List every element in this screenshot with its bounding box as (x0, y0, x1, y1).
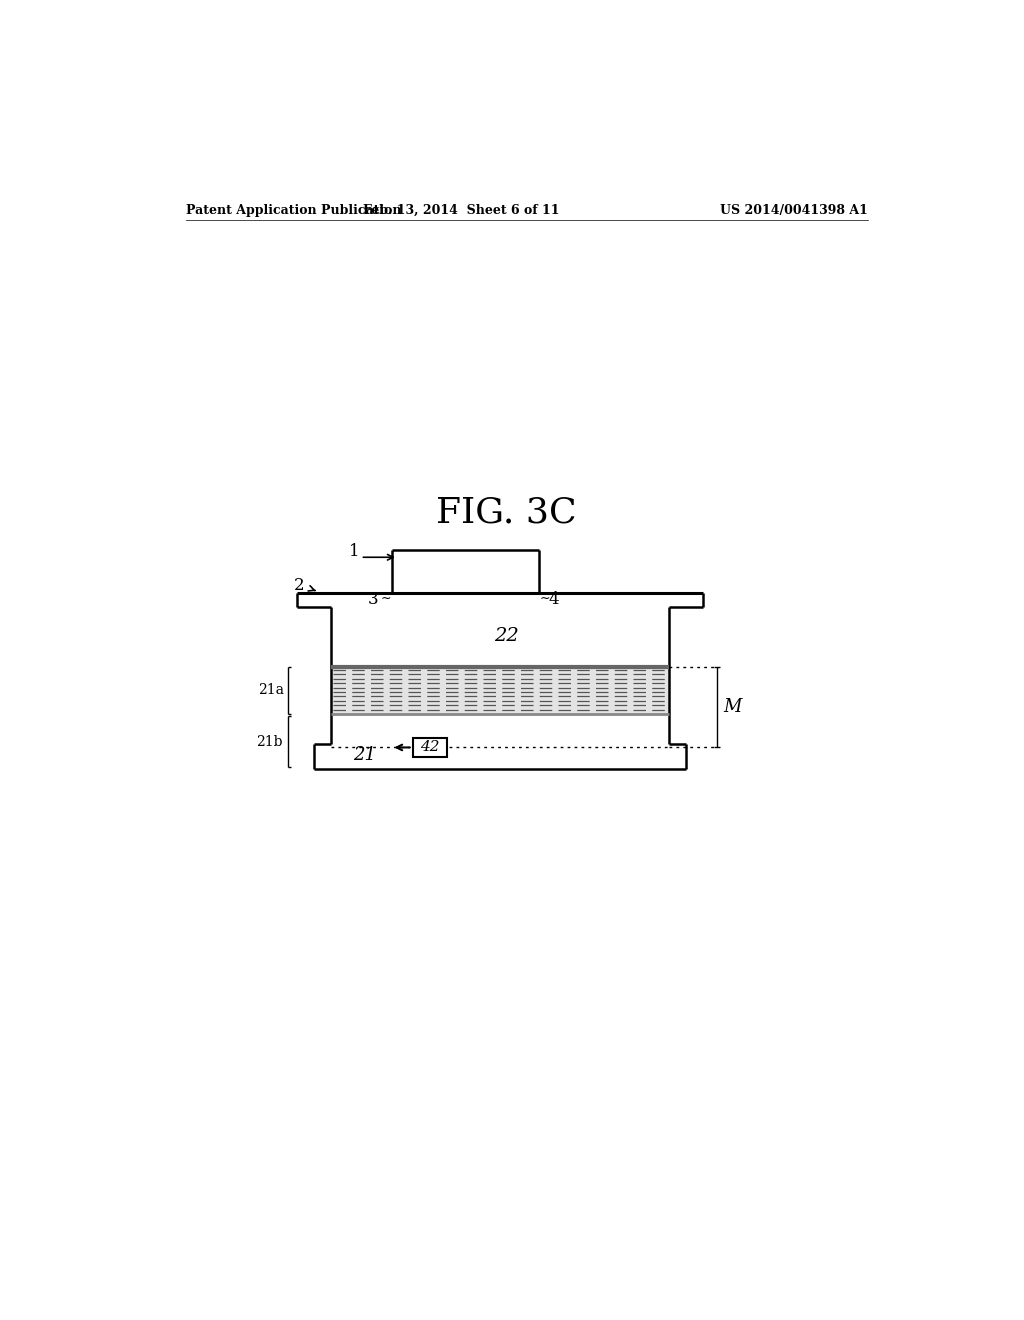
Bar (331, 667, 669, 714)
Text: M: M (723, 698, 741, 715)
Text: ∼: ∼ (540, 591, 550, 605)
Text: Patent Application Publication: Patent Application Publication (186, 205, 401, 218)
Text: 1: 1 (349, 543, 359, 560)
Text: 21a: 21a (258, 684, 285, 697)
Text: ∼: ∼ (381, 591, 391, 605)
Text: 2: 2 (294, 577, 305, 594)
Text: 22: 22 (494, 627, 518, 644)
Bar (414, 738, 447, 756)
Text: 21b: 21b (256, 735, 283, 748)
Text: 4: 4 (548, 591, 559, 609)
Text: US 2014/0041398 A1: US 2014/0041398 A1 (720, 205, 868, 218)
Text: 3: 3 (368, 591, 378, 609)
Text: Feb. 13, 2014  Sheet 6 of 11: Feb. 13, 2014 Sheet 6 of 11 (362, 205, 559, 218)
Text: 42: 42 (421, 741, 440, 755)
Text: FIG. 3C: FIG. 3C (436, 495, 577, 529)
Text: 21: 21 (353, 746, 376, 764)
